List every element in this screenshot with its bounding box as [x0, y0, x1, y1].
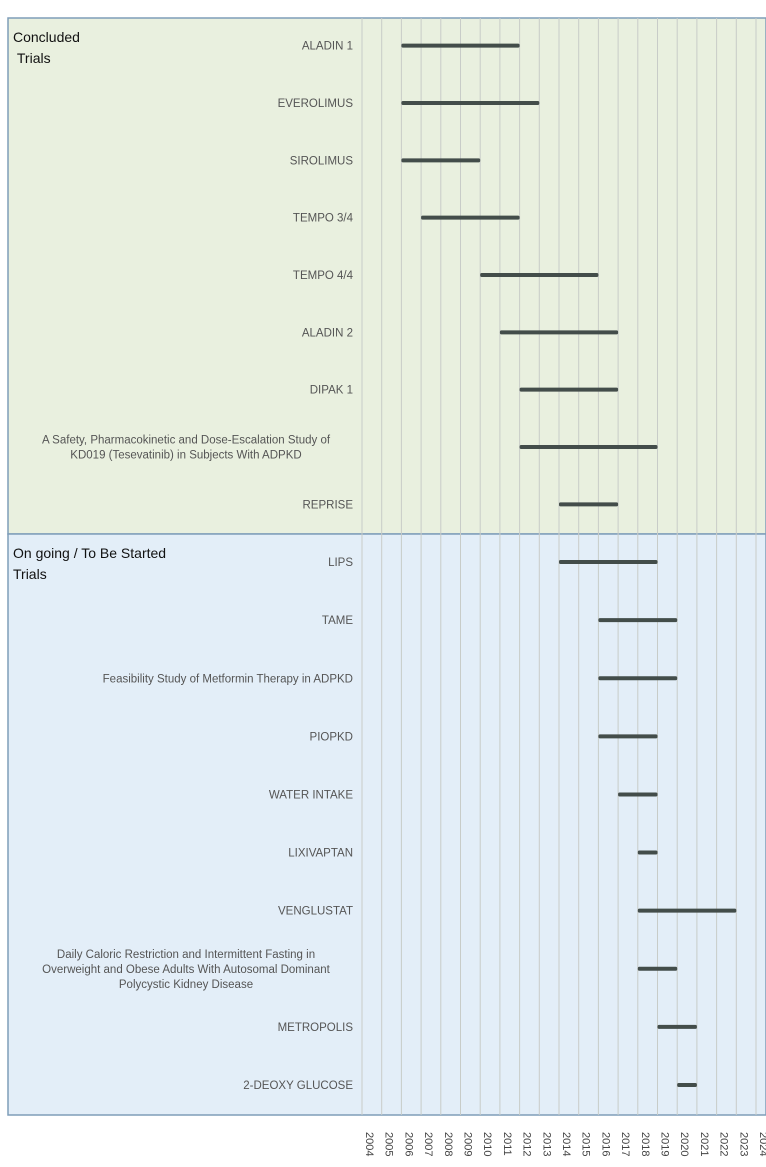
year-tick-label: 2014: [560, 1132, 572, 1156]
group-labels: Concluded Trials On going / To Be Started…: [13, 29, 166, 582]
trial-bars: [401, 43, 737, 1087]
year-tick-label: 2007: [422, 1132, 434, 1156]
trial-bar: [657, 1024, 697, 1029]
trial-bar: [519, 387, 619, 392]
trial-label: VENGLUSTAT: [278, 906, 353, 918]
trial-label: LIXIVAPTAN: [288, 848, 353, 860]
year-tick-label: 2015: [580, 1132, 592, 1156]
trial-bar: [637, 908, 737, 913]
group-label-1: On going / To Be Started Trials: [13, 545, 166, 582]
trial-label: SIROLIMUS: [290, 155, 354, 167]
year-tick-label: 2006: [402, 1132, 414, 1156]
group-background-1: [7, 533, 766, 1116]
trial-label: LIPS: [328, 557, 353, 569]
year-tick-label: 2012: [521, 1132, 533, 1156]
year-tick-label: 2021: [698, 1132, 710, 1156]
year-tick-label: 2020: [678, 1132, 690, 1156]
year-tick-label: 2023: [737, 1132, 749, 1156]
trial-bar: [480, 273, 599, 277]
trial-label: ALADIN 1: [302, 41, 353, 53]
trial-label: REPRISE: [303, 499, 354, 511]
trial-label: ALADIN 2: [302, 327, 353, 339]
trial-bar: [618, 792, 658, 797]
trial-bar: [637, 966, 678, 971]
trial-bar: [401, 43, 520, 48]
trial-label: A Safety, Pharmacokinetic and Dose-Escal…: [42, 435, 331, 462]
year-tick-label: 2008: [442, 1132, 454, 1156]
trial-label: TAME: [322, 615, 353, 627]
year-tick-label: 2019: [659, 1132, 671, 1156]
year-tick-label: 2011: [501, 1132, 513, 1156]
year-tick-label: 2022: [718, 1132, 730, 1156]
trial-label: 2-DEOXY GLUCOSE: [243, 1080, 353, 1092]
trial-label: TEMPO 4/4: [293, 270, 354, 282]
trial-label: WATER INTAKE: [269, 789, 353, 801]
trial-bar: [598, 618, 678, 623]
trial-labels: ALADIN 1 EVEROLIMUS SIROLIMUS TEMPO 3/4 TEMP…: [42, 41, 354, 1092]
trial-label: DIPAK 1: [310, 385, 353, 397]
trial-label: Feasibility Study of Metformin Therapy i…: [103, 673, 353, 685]
trial-bar: [401, 158, 481, 163]
year-tick-label: 2013: [540, 1132, 552, 1156]
trial-label: METROPOLIS: [278, 1022, 354, 1034]
trial-label: PIOPKD: [310, 731, 353, 743]
trial-label: TEMPO 3/4: [293, 213, 354, 225]
year-tick-label: 2005: [383, 1132, 395, 1156]
trial-bar: [598, 734, 658, 739]
trial-bar: [559, 502, 619, 507]
year-tick-label: 2009: [462, 1132, 474, 1156]
year-tick-label: 2024: [757, 1132, 766, 1156]
trial-bar: [677, 1082, 697, 1087]
trial-label: EVEROLIMUS: [278, 98, 354, 110]
year-tick-label: 2010: [481, 1132, 493, 1156]
trial-bar: [499, 330, 619, 335]
year-tick-label: 2004: [363, 1132, 375, 1156]
year-tick-label: 2018: [639, 1132, 651, 1156]
year-tick-label: 2017: [619, 1132, 631, 1156]
year-tick-labels: 2004 2005 2006 2007 2008 2009 2010 2011 2012 2013…: [363, 1132, 766, 1156]
year-tick-label: 2016: [599, 1132, 611, 1156]
trial-bar: [598, 676, 678, 681]
trial-label: Daily Caloric Restriction and Intermitte…: [42, 949, 330, 991]
trial-bar: [559, 560, 658, 565]
year-gridlines: [361, 18, 757, 1115]
trial-bar: [637, 850, 658, 855]
trial-bar: [401, 101, 540, 105]
group-backgrounds: [7, 17, 766, 1116]
trial-bar: [421, 215, 520, 220]
group-label-0: Concluded Trials: [13, 29, 80, 66]
trial-bar: [519, 445, 658, 449]
